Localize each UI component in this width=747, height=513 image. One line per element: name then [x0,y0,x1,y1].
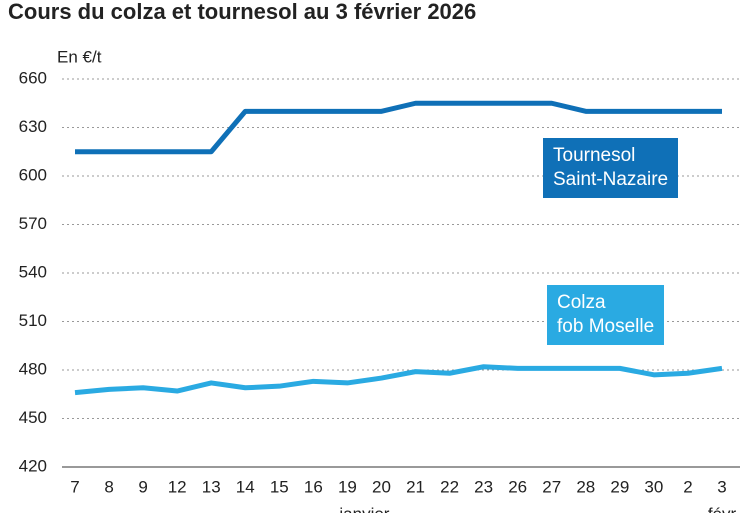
y-tick-label: 450 [19,408,47,427]
x-tick-label: 21 [406,477,425,496]
x-tick-label: 8 [104,477,113,496]
x-tick-label: 27 [542,477,561,496]
legend-label: Colza fob Moselle [547,285,665,345]
y-axis-label: En €/t [57,47,102,66]
x-tick-label: 19 [338,477,357,496]
line-series [75,100,722,155]
x-tick-label: 30 [644,477,663,496]
x-tick-label: 16 [304,477,323,496]
y-tick-label: 540 [19,262,47,281]
x-tick-label: 9 [138,477,147,496]
month-label: févr [708,504,737,513]
month-label: janvier [338,504,389,513]
x-tick-label: 12 [168,477,187,496]
y-tick-label: 600 [19,165,47,184]
x-tick-label: 23 [474,477,493,496]
legend-label: Tournesol Saint-Nazaire [543,138,679,198]
x-tick-label: 26 [508,477,527,496]
x-tick-label: 22 [440,477,459,496]
x-tick-label: 7 [70,477,79,496]
chart-title: Cours du colza et tournesol au 3 février… [8,0,476,24]
x-tick-label: 14 [236,477,255,496]
x-tick-label: 29 [610,477,629,496]
x-tick-label: 13 [202,477,221,496]
line-series [74,364,723,396]
y-tick-label: 570 [19,214,47,233]
x-tick-label: 3 [717,477,726,496]
x-tick-label: 28 [576,477,595,496]
x-tick-label: 2 [683,477,692,496]
y-tick-label: 630 [19,117,47,136]
y-tick-label: 480 [19,359,47,378]
y-tick-label: 420 [19,456,47,475]
x-tick-label: 15 [270,477,289,496]
y-tick-label: 660 [19,68,47,87]
y-tick-label: 510 [19,311,47,330]
x-tick-label: 20 [372,477,391,496]
